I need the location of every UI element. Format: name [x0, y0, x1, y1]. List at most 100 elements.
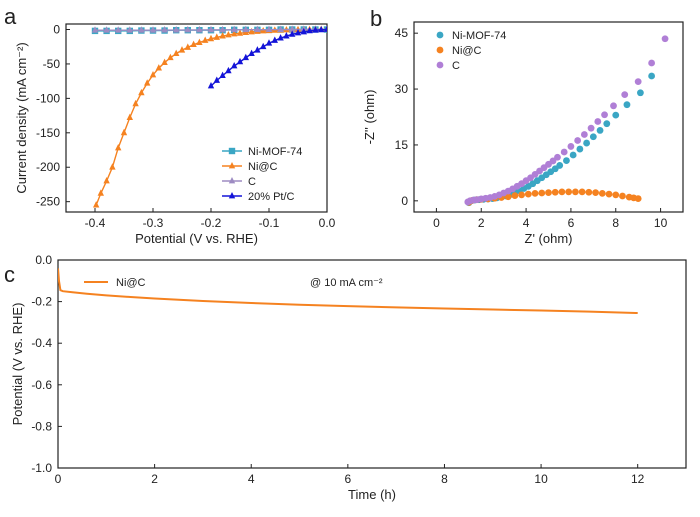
- x-tick-label: 2: [151, 472, 158, 486]
- data-point: [236, 29, 244, 36]
- data-point: [219, 71, 226, 79]
- data-point: [621, 91, 629, 99]
- data-point: [167, 53, 174, 61]
- legend-entry: Ni-MOF-74: [248, 146, 302, 158]
- data-point: [554, 153, 561, 161]
- data-point: [592, 189, 599, 197]
- y-tick-label: -50: [43, 57, 61, 71]
- y-tick-label: 15: [395, 138, 409, 152]
- data-point: [219, 32, 226, 39]
- legend-marker: [436, 46, 444, 54]
- data-point: [213, 76, 220, 83]
- data-point: [242, 53, 249, 61]
- x-axis-label: Z' (ohm): [525, 231, 573, 246]
- series-20-pt-c: [207, 25, 327, 89]
- y-tick-label: 45: [395, 26, 409, 40]
- x-tick-label: -0.3: [143, 216, 164, 230]
- data-point: [567, 143, 575, 150]
- x-tick-label: -0.1: [259, 216, 280, 230]
- data-point: [236, 57, 244, 65]
- legend-entry: Ni@C: [452, 45, 482, 57]
- plot-frame: [413, 21, 684, 213]
- x-tick-label: 6: [568, 216, 575, 230]
- data-point: [103, 26, 110, 33]
- panel-letter-b: b: [370, 6, 382, 31]
- data-point: [190, 40, 197, 48]
- x-tick-label: 2: [478, 216, 485, 230]
- legend-entry: Ni@C: [116, 277, 146, 289]
- chart-panel-c: 0 2 4 6 8 10 12 0.0 -0.2 -0.4 -0.6 -0.8 -1.0 Time (h)…: [10, 253, 687, 502]
- data-point: [242, 25, 249, 33]
- x-tick-label: 12: [631, 472, 645, 486]
- data-point: [138, 26, 145, 33]
- data-point: [572, 188, 579, 196]
- data-point: [565, 188, 573, 196]
- data-point: [265, 39, 273, 46]
- data-point: [155, 64, 162, 71]
- y-tick-label: -1.0: [31, 461, 52, 475]
- data-point: [173, 49, 180, 57]
- x-tick-label: -0.4: [85, 216, 106, 230]
- x-axis-label: Potential (V vs. RHE): [135, 231, 258, 246]
- data-point: [648, 72, 656, 80]
- panel-letter-a: a: [4, 4, 17, 29]
- data-point: [560, 148, 568, 156]
- legend-entry: 20% Pt/C: [248, 191, 295, 203]
- data-point: [601, 111, 608, 119]
- data-point: [585, 188, 593, 196]
- chart-panel-b: 0 2 4 6 8 10 0 15 30 45 Z' (ohm) -Z'' (ohm) Ni-MOF-7…: [362, 21, 684, 246]
- data-point: [612, 111, 620, 119]
- x-axis-label: Time (h): [348, 487, 396, 502]
- plot-frame: [65, 23, 328, 213]
- data-point: [294, 28, 302, 36]
- data-point: [126, 26, 133, 33]
- data-point: [518, 191, 525, 199]
- data-point: [138, 88, 145, 96]
- data-point: [173, 26, 180, 33]
- data-point: [231, 29, 238, 37]
- data-point: [545, 189, 552, 197]
- data-point: [120, 128, 128, 136]
- y-tick-label: 0: [53, 23, 60, 37]
- data-point: [149, 70, 157, 78]
- data-point: [610, 102, 617, 110]
- data-point: [318, 25, 325, 33]
- series-line: [58, 268, 638, 315]
- data-point: [219, 25, 226, 33]
- data-point: [91, 26, 99, 33]
- chart-panel-a: -0.4 -0.3 -0.2 -0.1 0.0 0 -50 -100 -150 -200 -250 P…: [14, 23, 336, 246]
- data-point: [277, 25, 284, 32]
- data-point: [634, 195, 642, 202]
- data-point: [300, 27, 307, 35]
- series-ni-c: [58, 268, 638, 315]
- data-point: [563, 157, 570, 164]
- legend-marker: [228, 177, 236, 184]
- y-tick-label: 0: [401, 194, 408, 208]
- data-point: [97, 189, 104, 196]
- y-axis-label: Potential (V vs. RHE): [10, 303, 25, 426]
- data-point: [511, 192, 519, 200]
- data-point: [184, 43, 191, 50]
- data-point: [578, 188, 586, 196]
- data-point: [574, 137, 582, 144]
- data-point: [556, 162, 564, 169]
- legend-marker: [436, 31, 444, 39]
- data-point: [254, 46, 261, 53]
- data-point: [558, 188, 566, 196]
- x-tick-label: 4: [523, 216, 530, 230]
- data-point: [260, 42, 267, 50]
- y-tick-label: 30: [395, 82, 409, 96]
- data-point: [161, 58, 168, 65]
- data-point: [576, 145, 584, 153]
- data-point: [132, 99, 139, 107]
- legend-marker: [228, 162, 236, 169]
- data-point: [184, 25, 191, 33]
- data-point: [605, 190, 613, 198]
- y-tick-label: -0.8: [31, 419, 52, 433]
- data-point: [596, 127, 604, 134]
- y-tick-label: -100: [36, 91, 60, 105]
- x-tick-label: 6: [345, 472, 352, 486]
- x-tick-label: 8: [441, 472, 448, 486]
- legend-marker: [228, 147, 236, 155]
- data-point: [661, 35, 669, 43]
